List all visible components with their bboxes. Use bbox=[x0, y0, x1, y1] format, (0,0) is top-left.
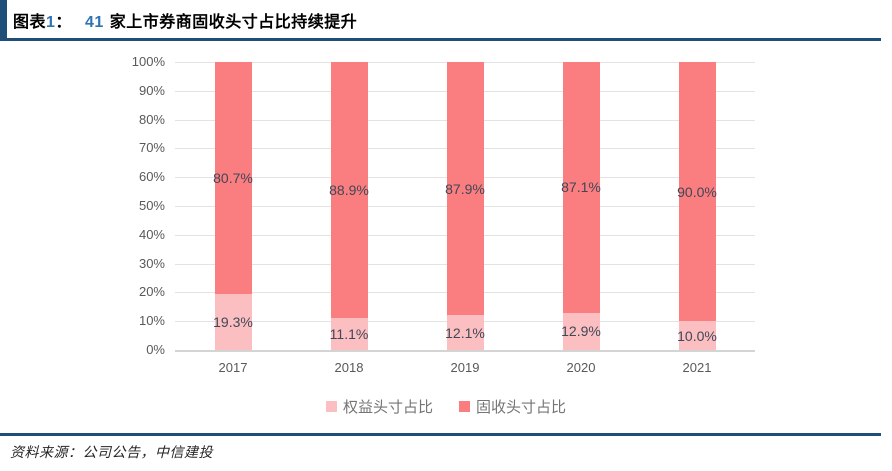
data-label: 87.9% bbox=[445, 180, 485, 197]
y-tick-label: 30% bbox=[138, 255, 165, 271]
y-tick-label: 20% bbox=[138, 284, 165, 300]
data-label: 12.9% bbox=[561, 323, 601, 340]
bar-segment-fixed-income bbox=[678, 62, 716, 322]
y-tick-label: 50% bbox=[138, 198, 165, 213]
x-tick-label: 2020 bbox=[566, 360, 596, 375]
chart: 0% 10% 20% 30% 40% 50% 60% 70% 80% 90% 100% 2017 20… bbox=[0, 46, 892, 426]
legend-swatch-fixed-income bbox=[459, 401, 470, 412]
bottom-rule bbox=[0, 433, 881, 436]
data-label: 10.0% bbox=[677, 327, 717, 344]
x-tick-label: 2021 bbox=[682, 360, 712, 375]
legend-label: 权益头寸占比 bbox=[342, 399, 433, 416]
legend-swatch-equity bbox=[325, 401, 337, 412]
bar-segment-equity bbox=[562, 312, 600, 350]
y-tick-label: 0% bbox=[146, 342, 165, 357]
data-label: 90.0% bbox=[677, 183, 717, 200]
title-accent-bar bbox=[0, 0, 7, 41]
bar-segment-equity bbox=[214, 294, 252, 350]
bar-segment-fixed-income bbox=[330, 62, 368, 319]
title-count: 41 bbox=[84, 14, 104, 31]
y-tick-label: 70% bbox=[138, 140, 165, 156]
figure-number: 1 bbox=[46, 14, 56, 31]
data-label: 80.7% bbox=[213, 170, 253, 187]
bar-segment-equity bbox=[678, 321, 716, 350]
figure-label: 图表 bbox=[13, 14, 47, 31]
bar-segment-equity bbox=[446, 315, 484, 350]
y-tick-label: 80% bbox=[138, 111, 165, 127]
figure-title: 图表1： 41 家上市券商固收头寸占比持续提升 bbox=[13, 8, 357, 32]
legend-label: 固收头寸占比 bbox=[476, 399, 567, 416]
data-label: 11.1% bbox=[329, 326, 369, 343]
data-label: 87.1% bbox=[561, 179, 601, 196]
bar-segment-fixed-income bbox=[446, 62, 484, 316]
top-rule bbox=[0, 38, 881, 41]
x-tick-label: 2017 bbox=[218, 360, 248, 375]
y-tick-label: 100% bbox=[131, 54, 165, 69]
legend: 权益头寸占比 固收头寸占比 bbox=[0, 396, 892, 417]
title-text: 家上市券商固收头寸占比持续提升 bbox=[109, 14, 358, 31]
bar-segment-fixed-income bbox=[562, 62, 600, 313]
figure-colon: ： bbox=[55, 14, 72, 31]
y-tick-label: 10% bbox=[138, 313, 165, 329]
y-tick-label: 40% bbox=[138, 226, 165, 242]
data-label: 88.9% bbox=[329, 182, 369, 199]
bar-segment-equity bbox=[330, 318, 368, 350]
data-label: 12.1% bbox=[445, 324, 485, 341]
source-line: 资料来源：公司公告，中信建投 bbox=[10, 446, 213, 461]
x-tick-label: 2018 bbox=[334, 360, 364, 375]
bar-segment-fixed-income bbox=[214, 62, 252, 295]
y-tick-label: 60% bbox=[138, 169, 165, 185]
data-label: 19.3% bbox=[213, 314, 253, 331]
legend-item: 权益头寸占比 bbox=[325, 396, 433, 417]
x-tick-label: 2019 bbox=[450, 360, 480, 375]
y-tick-label: 90% bbox=[138, 82, 165, 98]
legend-item: 固收头寸占比 bbox=[459, 396, 566, 417]
